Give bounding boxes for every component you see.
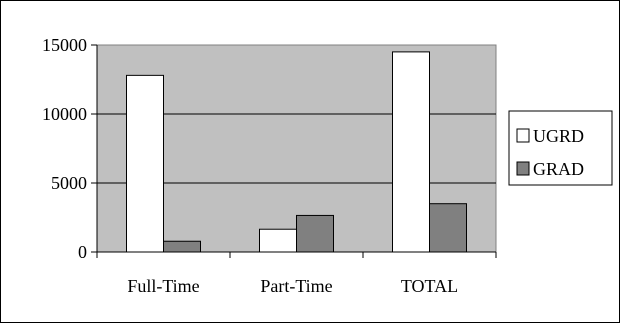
bar-ugrd-full-time (126, 74, 164, 253)
bar-ugrd-part-time (259, 228, 297, 253)
y-tick-label-15000: 15000 (42, 35, 87, 55)
legend-swatch-ugrd (516, 128, 530, 143)
y-tick-label-5000: 5000 (51, 173, 87, 193)
legend-label-ugrd: UGRD (533, 126, 584, 146)
x-axis-ticks: Full-Time Part-Time TOTAL (96, 252, 497, 296)
legend-label-grad: GRAD (533, 159, 584, 179)
bar-grad-full-time (163, 240, 201, 253)
legend: UGRD GRAD (508, 110, 613, 186)
x-tick-label-full-time: Full-Time (127, 276, 199, 296)
bar-grad-part-time (296, 214, 334, 253)
y-tick-label-0: 0 (78, 242, 87, 262)
axes (96, 45, 496, 253)
y-tick-label-10000: 10000 (42, 104, 87, 124)
y-axis-ticks: 0 5000 10000 15000 (42, 35, 97, 262)
legend-swatch-grad (516, 161, 530, 176)
bars (126, 51, 467, 253)
bar-grad-total (429, 203, 467, 253)
x-tick-label-part-time: Part-Time (260, 276, 332, 296)
bar-ugrd-total (392, 51, 430, 253)
x-tick-label-total: TOTAL (401, 276, 458, 296)
